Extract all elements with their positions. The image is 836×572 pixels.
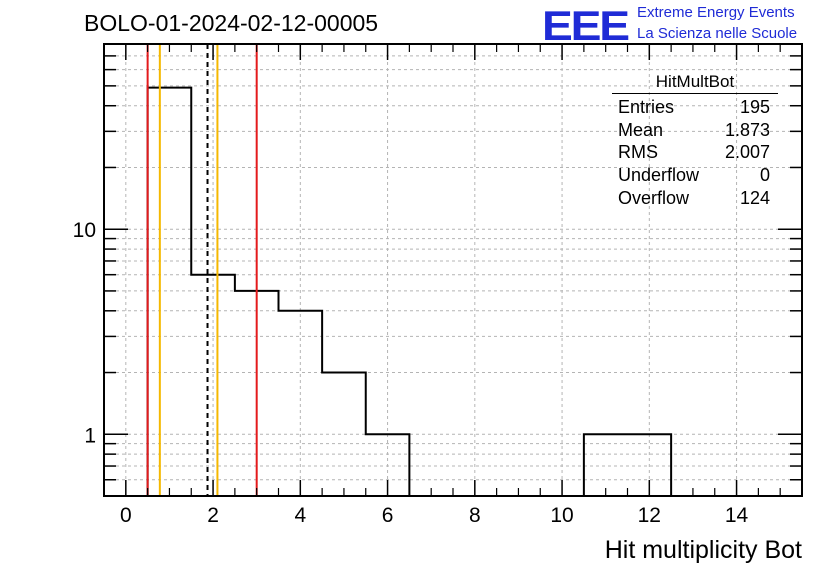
- histogram-bin: [191, 275, 235, 496]
- stats-row-overflow: Overflow 124: [612, 187, 778, 210]
- x-tick-label: 14: [725, 504, 749, 527]
- histogram-outline: [146, 86, 673, 496]
- x-tick-label: 6: [382, 504, 394, 527]
- stats-label: Underflow: [618, 165, 700, 186]
- histogram-bin: [584, 434, 628, 496]
- histogram-bin: [279, 311, 323, 496]
- logo-line-1: Extreme Energy Events: [637, 4, 795, 21]
- x-tick-label: 8: [469, 504, 481, 527]
- stats-value: 2.007: [724, 142, 770, 163]
- y-tick-label: 1: [84, 424, 96, 447]
- eee-logo-mark: EEE: [542, 2, 630, 49]
- x-tick-label: 10: [550, 504, 573, 527]
- stats-value: 195: [739, 97, 770, 117]
- y-tick-label: 10: [73, 219, 96, 242]
- x-tick-label: 2: [207, 504, 219, 527]
- stats-box: HitMultBot Entries 195 Mean 1.873 RMS 2.…: [612, 72, 778, 209]
- stats-row-rms: RMS 2.007: [612, 141, 778, 164]
- stats-row-entries: Entries 195: [612, 96, 778, 119]
- stats-label: Overflow: [618, 187, 690, 208]
- x-tick-label: 0: [120, 504, 132, 527]
- stats-value: 0: [759, 165, 770, 186]
- stats-value: 124: [739, 187, 770, 208]
- marker-lines: [146, 44, 258, 496]
- histogram-bin: [148, 88, 192, 496]
- stats-label: Mean: [618, 119, 664, 140]
- stats-title: HitMultBot: [612, 72, 778, 94]
- stats-value: 1.873: [724, 119, 770, 140]
- x-axis-label: Hit multiplicity Bot: [604, 536, 802, 564]
- x-tick-label: 12: [638, 504, 661, 527]
- x-tick-label: 4: [294, 504, 306, 527]
- stats-label: Entries: [618, 97, 675, 117]
- stats-row-underflow: Underflow 0: [612, 164, 778, 187]
- run-title: BOLO-01-2024-02-12-00005: [84, 10, 379, 36]
- stats-row-mean: Mean 1.873: [612, 119, 778, 142]
- logo-line-2: La Scienza nelle Scuole: [637, 25, 798, 42]
- stats-label: RMS: [618, 142, 658, 163]
- histogram-bin: [322, 373, 366, 496]
- histogram-bars: [146, 86, 673, 496]
- axes: 0 2 4 6 8 10 12 14 1 10: [73, 43, 803, 527]
